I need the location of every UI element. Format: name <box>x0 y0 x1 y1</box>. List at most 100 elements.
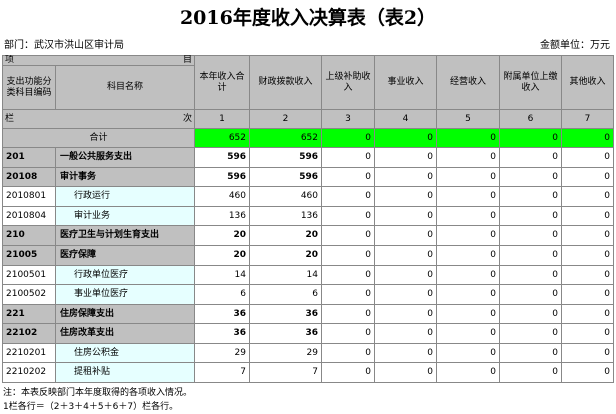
column-header: 事业收入 <box>375 55 437 110</box>
row-value: 0 <box>375 285 437 305</box>
row-code: 21005 <box>2 246 56 266</box>
row-value: 0 <box>562 344 614 363</box>
row-code: 2100502 <box>2 285 56 305</box>
row-value: 36 <box>195 305 250 324</box>
row-value: 0 <box>375 305 437 324</box>
row-value: 29 <box>250 344 322 363</box>
row-value: 0 <box>437 363 500 383</box>
row-value: 0 <box>562 363 614 383</box>
row-value: 7 <box>250 363 322 383</box>
row-value: 596 <box>250 148 322 168</box>
row-value: 0 <box>375 266 437 285</box>
row-value: 460 <box>195 187 250 207</box>
row-code: 2100501 <box>2 266 56 285</box>
column-header: 附属单位上缴收入 <box>500 55 562 110</box>
row-value: 6 <box>250 285 322 305</box>
row-value: 0 <box>437 207 500 226</box>
row-name: 提租补贴 <box>56 363 195 383</box>
row-value: 0 <box>437 305 500 324</box>
row-value: 596 <box>250 168 322 187</box>
row-value: 36 <box>195 324 250 344</box>
column-header: 上级补助收入 <box>322 55 375 110</box>
row-name: 住房公积金 <box>56 344 195 363</box>
header-item-right: 目 <box>182 55 192 65</box>
column-number: 6 <box>500 110 562 129</box>
row-code: 2010801 <box>2 187 56 207</box>
total-value: 0 <box>562 129 614 148</box>
row-value: 0 <box>562 168 614 187</box>
column-header: 科目名称 <box>56 66 195 110</box>
row-name: 审计业务 <box>56 207 195 226</box>
row-value: 0 <box>375 363 437 383</box>
column-header: 财政拨款收入 <box>250 55 322 110</box>
row-name: 一般公共服务支出 <box>56 148 195 168</box>
row-value: 0 <box>562 187 614 207</box>
department: 部门：武汉市洪山区审计局 <box>4 40 124 51</box>
row-value: 29 <box>195 344 250 363</box>
row-value: 0 <box>322 168 375 187</box>
row-value: 0 <box>437 246 500 266</box>
row-value: 0 <box>562 305 614 324</box>
column-number: 3 <box>322 110 375 129</box>
row-value: 36 <box>250 305 322 324</box>
column-index-right: 次 <box>182 114 192 124</box>
row-code: 210 <box>2 226 56 246</box>
row-value: 0 <box>500 207 562 226</box>
row-value: 0 <box>437 344 500 363</box>
row-name: 住房改革支出 <box>56 324 195 344</box>
row-value: 136 <box>250 207 322 226</box>
row-value: 0 <box>375 148 437 168</box>
row-value: 0 <box>500 148 562 168</box>
total-label: 合计 <box>2 129 195 148</box>
row-name: 行政运行 <box>56 187 195 207</box>
total-value: 0 <box>500 129 562 148</box>
column-number: 4 <box>375 110 437 129</box>
row-value: 0 <box>500 324 562 344</box>
header-item <box>2 55 195 66</box>
column-number: 5 <box>437 110 500 129</box>
row-value: 0 <box>500 305 562 324</box>
row-value: 0 <box>562 226 614 246</box>
row-value: 0 <box>322 148 375 168</box>
row-value: 0 <box>322 285 375 305</box>
row-value: 0 <box>375 207 437 226</box>
row-value: 0 <box>375 168 437 187</box>
row-name: 医疗卫生与计划生育支出 <box>56 226 195 246</box>
row-name: 行政单位医疗 <box>56 266 195 285</box>
row-value: 0 <box>500 344 562 363</box>
column-index-left: 栏 <box>5 114 15 124</box>
total-value: 0 <box>322 129 375 148</box>
row-code: 22102 <box>2 324 56 344</box>
row-value: 0 <box>562 207 614 226</box>
row-value: 0 <box>500 285 562 305</box>
row-value: 0 <box>322 207 375 226</box>
row-value: 0 <box>375 344 437 363</box>
row-name: 医疗保障 <box>56 246 195 266</box>
column-index <box>2 110 195 129</box>
row-value: 0 <box>437 324 500 344</box>
row-value: 0 <box>322 324 375 344</box>
row-value: 0 <box>437 266 500 285</box>
total-value: 0 <box>375 129 437 148</box>
row-value: 0 <box>437 168 500 187</box>
row-code: 2010804 <box>2 207 56 226</box>
row-value: 0 <box>322 363 375 383</box>
row-value: 0 <box>437 148 500 168</box>
row-value: 6 <box>195 285 250 305</box>
row-name: 住房保障支出 <box>56 305 195 324</box>
row-value: 0 <box>500 363 562 383</box>
unit: 金额单位：万元 <box>540 40 610 51</box>
row-value: 0 <box>375 187 437 207</box>
column-header: 其他收入 <box>562 55 614 110</box>
column-header: 本年收入合计 <box>195 55 250 110</box>
row-value: 0 <box>562 148 614 168</box>
row-code: 221 <box>2 305 56 324</box>
column-header: 支出功能分类科目编码 <box>2 66 56 110</box>
row-value: 20 <box>195 226 250 246</box>
row-value: 0 <box>562 246 614 266</box>
row-value: 20 <box>250 246 322 266</box>
row-value: 0 <box>500 226 562 246</box>
row-value: 0 <box>437 226 500 246</box>
row-code: 201 <box>2 148 56 168</box>
row-value: 0 <box>375 246 437 266</box>
